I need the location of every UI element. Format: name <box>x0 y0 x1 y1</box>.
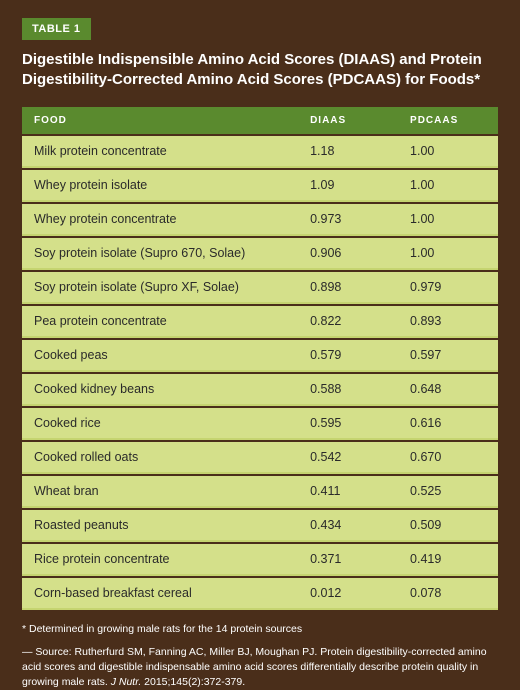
source-citation: — Source: Rutherfurd SM, Fanning AC, Mil… <box>22 645 498 690</box>
table-label: TABLE 1 <box>22 18 91 40</box>
table-row: Roasted peanuts0.4340.509 <box>22 510 498 542</box>
cell-diaas: 0.371 <box>298 544 398 576</box>
cell-diaas: 0.906 <box>298 238 398 270</box>
cell-pdcaas: 1.00 <box>398 136 498 168</box>
cell-food: Roasted peanuts <box>22 510 298 542</box>
table-row: Cooked kidney beans0.5880.648 <box>22 374 498 406</box>
col-header-diaas: DIAAS <box>298 107 398 134</box>
cell-pdcaas: 1.00 <box>398 204 498 236</box>
source-journal: J Nutr. <box>111 676 142 688</box>
cell-food: Cooked rice <box>22 408 298 440</box>
table-row: Whey protein concentrate0.9731.00 <box>22 204 498 236</box>
cell-food: Whey protein concentrate <box>22 204 298 236</box>
cell-diaas: 0.434 <box>298 510 398 542</box>
cell-pdcaas: 0.616 <box>398 408 498 440</box>
cell-food: Pea protein concentrate <box>22 306 298 338</box>
cell-diaas: 0.012 <box>298 578 398 610</box>
table-row: Wheat bran0.4110.525 <box>22 476 498 508</box>
cell-pdcaas: 1.00 <box>398 238 498 270</box>
table-row: Rice protein concentrate0.3710.419 <box>22 544 498 576</box>
table-row: Milk protein concentrate1.181.00 <box>22 136 498 168</box>
col-header-food: FOOD <box>22 107 298 134</box>
cell-pdcaas: 0.979 <box>398 272 498 304</box>
cell-diaas: 0.542 <box>298 442 398 474</box>
cell-food: Soy protein isolate (Supro 670, Solae) <box>22 238 298 270</box>
cell-food: Soy protein isolate (Supro XF, Solae) <box>22 272 298 304</box>
cell-diaas: 1.09 <box>298 170 398 202</box>
table-title: Digestible Indispensible Amino Acid Scor… <box>22 50 498 91</box>
cell-food: Rice protein concentrate <box>22 544 298 576</box>
cell-diaas: 0.822 <box>298 306 398 338</box>
cell-food: Milk protein concentrate <box>22 136 298 168</box>
cell-pdcaas: 0.893 <box>398 306 498 338</box>
table-row: Whey protein isolate1.091.00 <box>22 170 498 202</box>
table-row: Soy protein isolate (Supro 670, Solae)0.… <box>22 238 498 270</box>
table-row: Cooked rice0.5950.616 <box>22 408 498 440</box>
table-row: Cooked peas0.5790.597 <box>22 340 498 372</box>
cell-pdcaas: 0.670 <box>398 442 498 474</box>
table-row: Pea protein concentrate0.8220.893 <box>22 306 498 338</box>
cell-food: Cooked kidney beans <box>22 374 298 406</box>
cell-pdcaas: 1.00 <box>398 170 498 202</box>
cell-diaas: 0.898 <box>298 272 398 304</box>
cell-pdcaas: 0.078 <box>398 578 498 610</box>
footnote: * Determined in growing male rats for th… <box>22 622 498 637</box>
col-header-pdcaas: PDCAAS <box>398 107 498 134</box>
cell-diaas: 1.18 <box>298 136 398 168</box>
cell-diaas: 0.411 <box>298 476 398 508</box>
protein-scores-table: FOOD DIAAS PDCAAS Milk protein concentra… <box>22 105 498 612</box>
cell-food: Corn-based breakfast cereal <box>22 578 298 610</box>
cell-pdcaas: 0.648 <box>398 374 498 406</box>
cell-food: Wheat bran <box>22 476 298 508</box>
table-row: Corn-based breakfast cereal0.0120.078 <box>22 578 498 610</box>
table-header-row: FOOD DIAAS PDCAAS <box>22 107 498 134</box>
cell-diaas: 0.588 <box>298 374 398 406</box>
cell-diaas: 0.579 <box>298 340 398 372</box>
cell-diaas: 0.595 <box>298 408 398 440</box>
cell-pdcaas: 0.525 <box>398 476 498 508</box>
cell-pdcaas: 0.419 <box>398 544 498 576</box>
table-row: Cooked rolled oats0.5420.670 <box>22 442 498 474</box>
cell-pdcaas: 0.597 <box>398 340 498 372</box>
source-prefix: — Source: Rutherfurd SM, Fanning AC, Mil… <box>22 646 487 688</box>
table-row: Soy protein isolate (Supro XF, Solae)0.8… <box>22 272 498 304</box>
cell-food: Cooked peas <box>22 340 298 372</box>
cell-food: Cooked rolled oats <box>22 442 298 474</box>
cell-food: Whey protein isolate <box>22 170 298 202</box>
source-suffix: 2015;145(2):372-379. <box>141 676 245 688</box>
cell-diaas: 0.973 <box>298 204 398 236</box>
cell-pdcaas: 0.509 <box>398 510 498 542</box>
